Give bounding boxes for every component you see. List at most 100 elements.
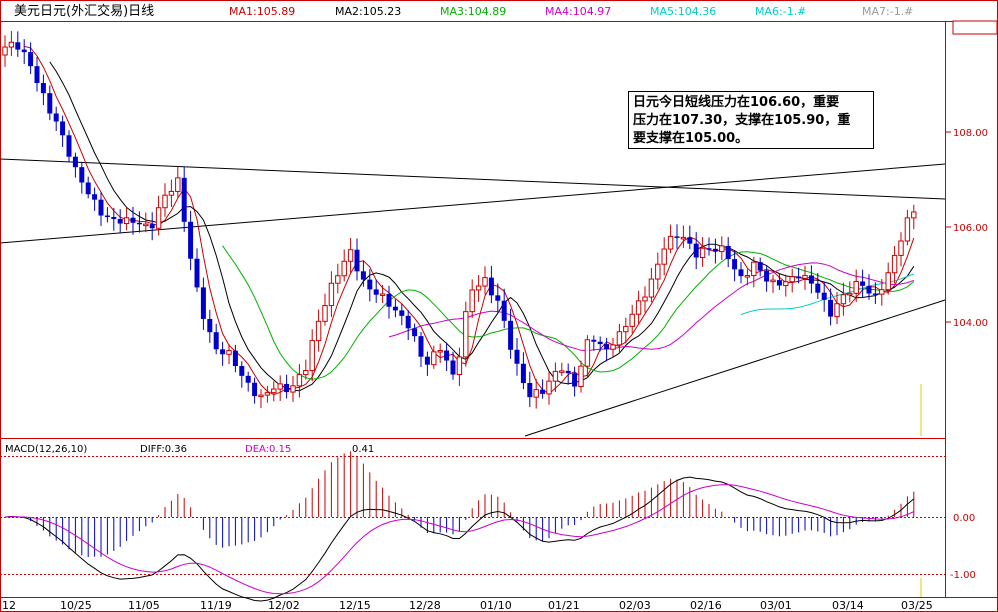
macd-tick-label: -1.00: [950, 570, 976, 581]
candle: [879, 278, 885, 306]
date-tick-label: 01/21: [548, 599, 580, 612]
candle: [290, 375, 296, 402]
ma5-label: MA5:104.36: [650, 5, 716, 18]
candle: [751, 256, 757, 288]
candle: [808, 265, 814, 294]
candle: [796, 267, 802, 284]
candle: [220, 341, 226, 366]
candle: [501, 288, 507, 329]
candle: [783, 274, 789, 297]
candle: [79, 162, 85, 194]
ma4-label: MA4:104.97: [545, 5, 611, 18]
candle: [149, 212, 155, 241]
candle: [271, 381, 277, 402]
candle: [680, 225, 687, 248]
corner-box: [952, 20, 998, 35]
candle: [252, 377, 258, 404]
candle: [463, 301, 469, 367]
candle: [53, 106, 59, 132]
date-tick-label: 10/25: [60, 599, 92, 612]
candle: [373, 279, 379, 303]
candle: [629, 304, 635, 334]
annotation-line: 要支撑在105.00。: [633, 131, 749, 146]
candle: [655, 252, 661, 290]
price-tick-label: 106.00: [953, 223, 988, 234]
trend-lines: [0, 158, 946, 437]
candle: [367, 269, 373, 302]
candle: [520, 352, 526, 390]
candle: [111, 207, 117, 231]
date-tick-label: 01/10: [480, 599, 512, 612]
candle: [725, 237, 731, 268]
macd-dea-label: DEA:0.15: [245, 444, 291, 455]
candle: [744, 269, 751, 286]
candle: [200, 277, 206, 330]
candle: [891, 245, 898, 284]
date-tick-label: 02/16: [690, 599, 722, 612]
candle: [904, 209, 911, 246]
date-tick-label: 12/02: [268, 599, 300, 612]
candle: [15, 31, 21, 57]
candle: [155, 195, 162, 236]
candle: [258, 389, 264, 409]
candle: [194, 248, 200, 292]
diff-line: [4, 476, 915, 602]
candle: [341, 249, 347, 282]
candle: [693, 232, 699, 270]
candle: [847, 281, 853, 303]
candle: [508, 308, 514, 359]
candle: [444, 342, 450, 372]
chart-title: 美元日元(外汇交易)日线: [14, 3, 154, 19]
ma-line: [388, 262, 914, 352]
date-tick-label: 03/01: [760, 599, 792, 612]
date-axis: 12 10/25 11/05 11/19 12/02 12/15 12/28 0…: [2, 599, 933, 612]
candle: [386, 285, 392, 319]
candle: [245, 371, 251, 392]
ma1-label: MA1:105.89: [229, 5, 295, 18]
candle: [597, 336, 603, 352]
trendline-resistance: [0, 158, 946, 200]
candle: [565, 363, 571, 385]
candle: [40, 74, 46, 106]
candle: [226, 343, 232, 365]
candle: [789, 268, 795, 293]
candle: [437, 343, 443, 363]
ma2-label: MA2:105.23: [335, 5, 401, 18]
candle: [610, 337, 616, 358]
candle: [719, 236, 725, 260]
candle: [469, 279, 475, 319]
candle: [687, 225, 693, 250]
candle: [572, 366, 578, 397]
candle: [527, 371, 533, 408]
date-tick-label: 11/19: [200, 599, 232, 612]
macd-value-label: 0.41: [352, 444, 374, 455]
candle: [584, 335, 591, 378]
ma-line: [49, 61, 915, 392]
candle: [559, 362, 565, 377]
candle: [418, 331, 424, 367]
macd-diff-label: DIFF:0.36: [140, 444, 187, 455]
candle: [514, 337, 520, 376]
candle: [802, 265, 808, 290]
annotation-line: 压力在107.30，支撑在105.90，重: [633, 113, 851, 128]
candle: [853, 269, 859, 303]
candle: [303, 359, 309, 380]
candle: [335, 263, 341, 294]
candle: [34, 57, 40, 92]
candle: [540, 379, 546, 399]
candle: [315, 309, 322, 352]
candle: [860, 269, 866, 298]
candle: [424, 351, 430, 376]
date-tick-label: 03/14: [832, 599, 864, 612]
candle: [495, 283, 501, 313]
macd-tick-label: 0.00: [953, 513, 975, 524]
candle: [821, 281, 827, 312]
candle: [85, 176, 91, 199]
candle: [21, 39, 27, 65]
candle: [104, 207, 110, 223]
candle: [399, 303, 405, 326]
candle: [123, 207, 130, 231]
ma-line: [740, 273, 914, 316]
